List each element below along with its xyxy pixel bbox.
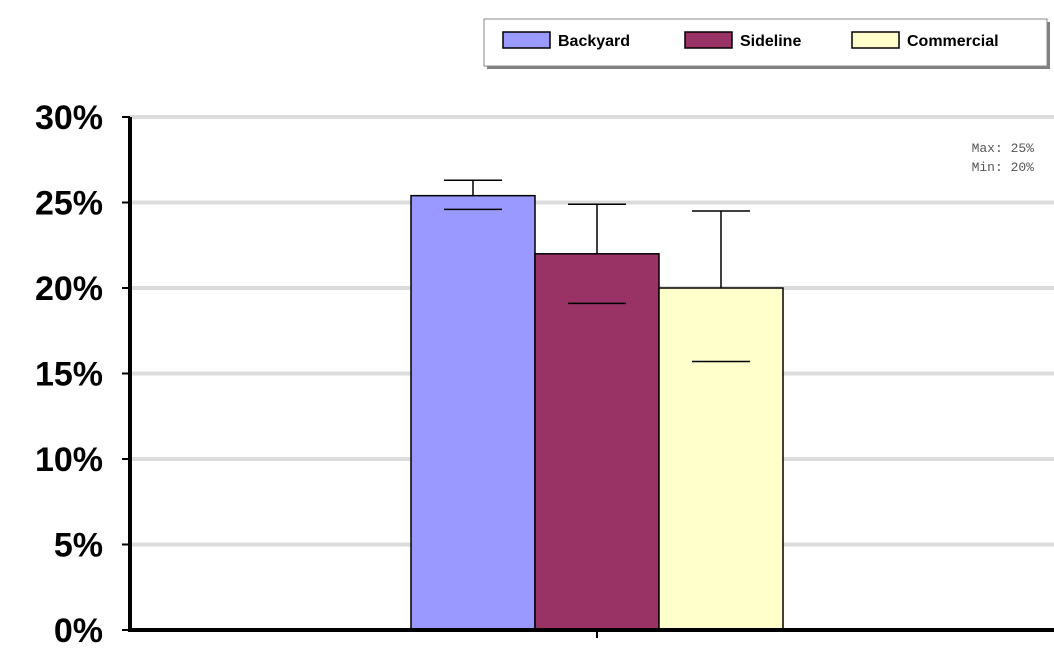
y-tick-label: 25% xyxy=(35,185,103,223)
y-tick-label: 30% xyxy=(35,99,103,137)
y-tick-label: 20% xyxy=(35,270,103,308)
bar-commercial xyxy=(658,287,784,631)
bar-backyard xyxy=(410,194,536,631)
y-tick-label: 0% xyxy=(54,612,103,648)
legend: Backyard Sideline Commercial xyxy=(483,18,1050,69)
bar-sideline xyxy=(534,253,660,631)
legend-swatch-commercial xyxy=(851,31,900,49)
stats-min-label: Min: 20% xyxy=(972,160,1035,175)
legend-swatch-backyard xyxy=(502,31,551,49)
legend-swatch-sideline xyxy=(684,31,733,49)
bars xyxy=(410,179,784,631)
stats-max-label: Max: 25% xyxy=(972,141,1035,156)
legend-box xyxy=(483,18,1048,67)
y-tick-label: 15% xyxy=(35,356,103,394)
legend-label-commercial: Commercial xyxy=(907,33,999,50)
axes: 0% 5% 10% 15% 20% 25% 30% xyxy=(35,99,1054,650)
y-tick-label: 5% xyxy=(54,527,103,565)
legend-label-backyard: Backyard xyxy=(558,33,630,50)
y-tick-label: 10% xyxy=(35,441,103,479)
legend-label-sideline: Sideline xyxy=(740,33,801,50)
